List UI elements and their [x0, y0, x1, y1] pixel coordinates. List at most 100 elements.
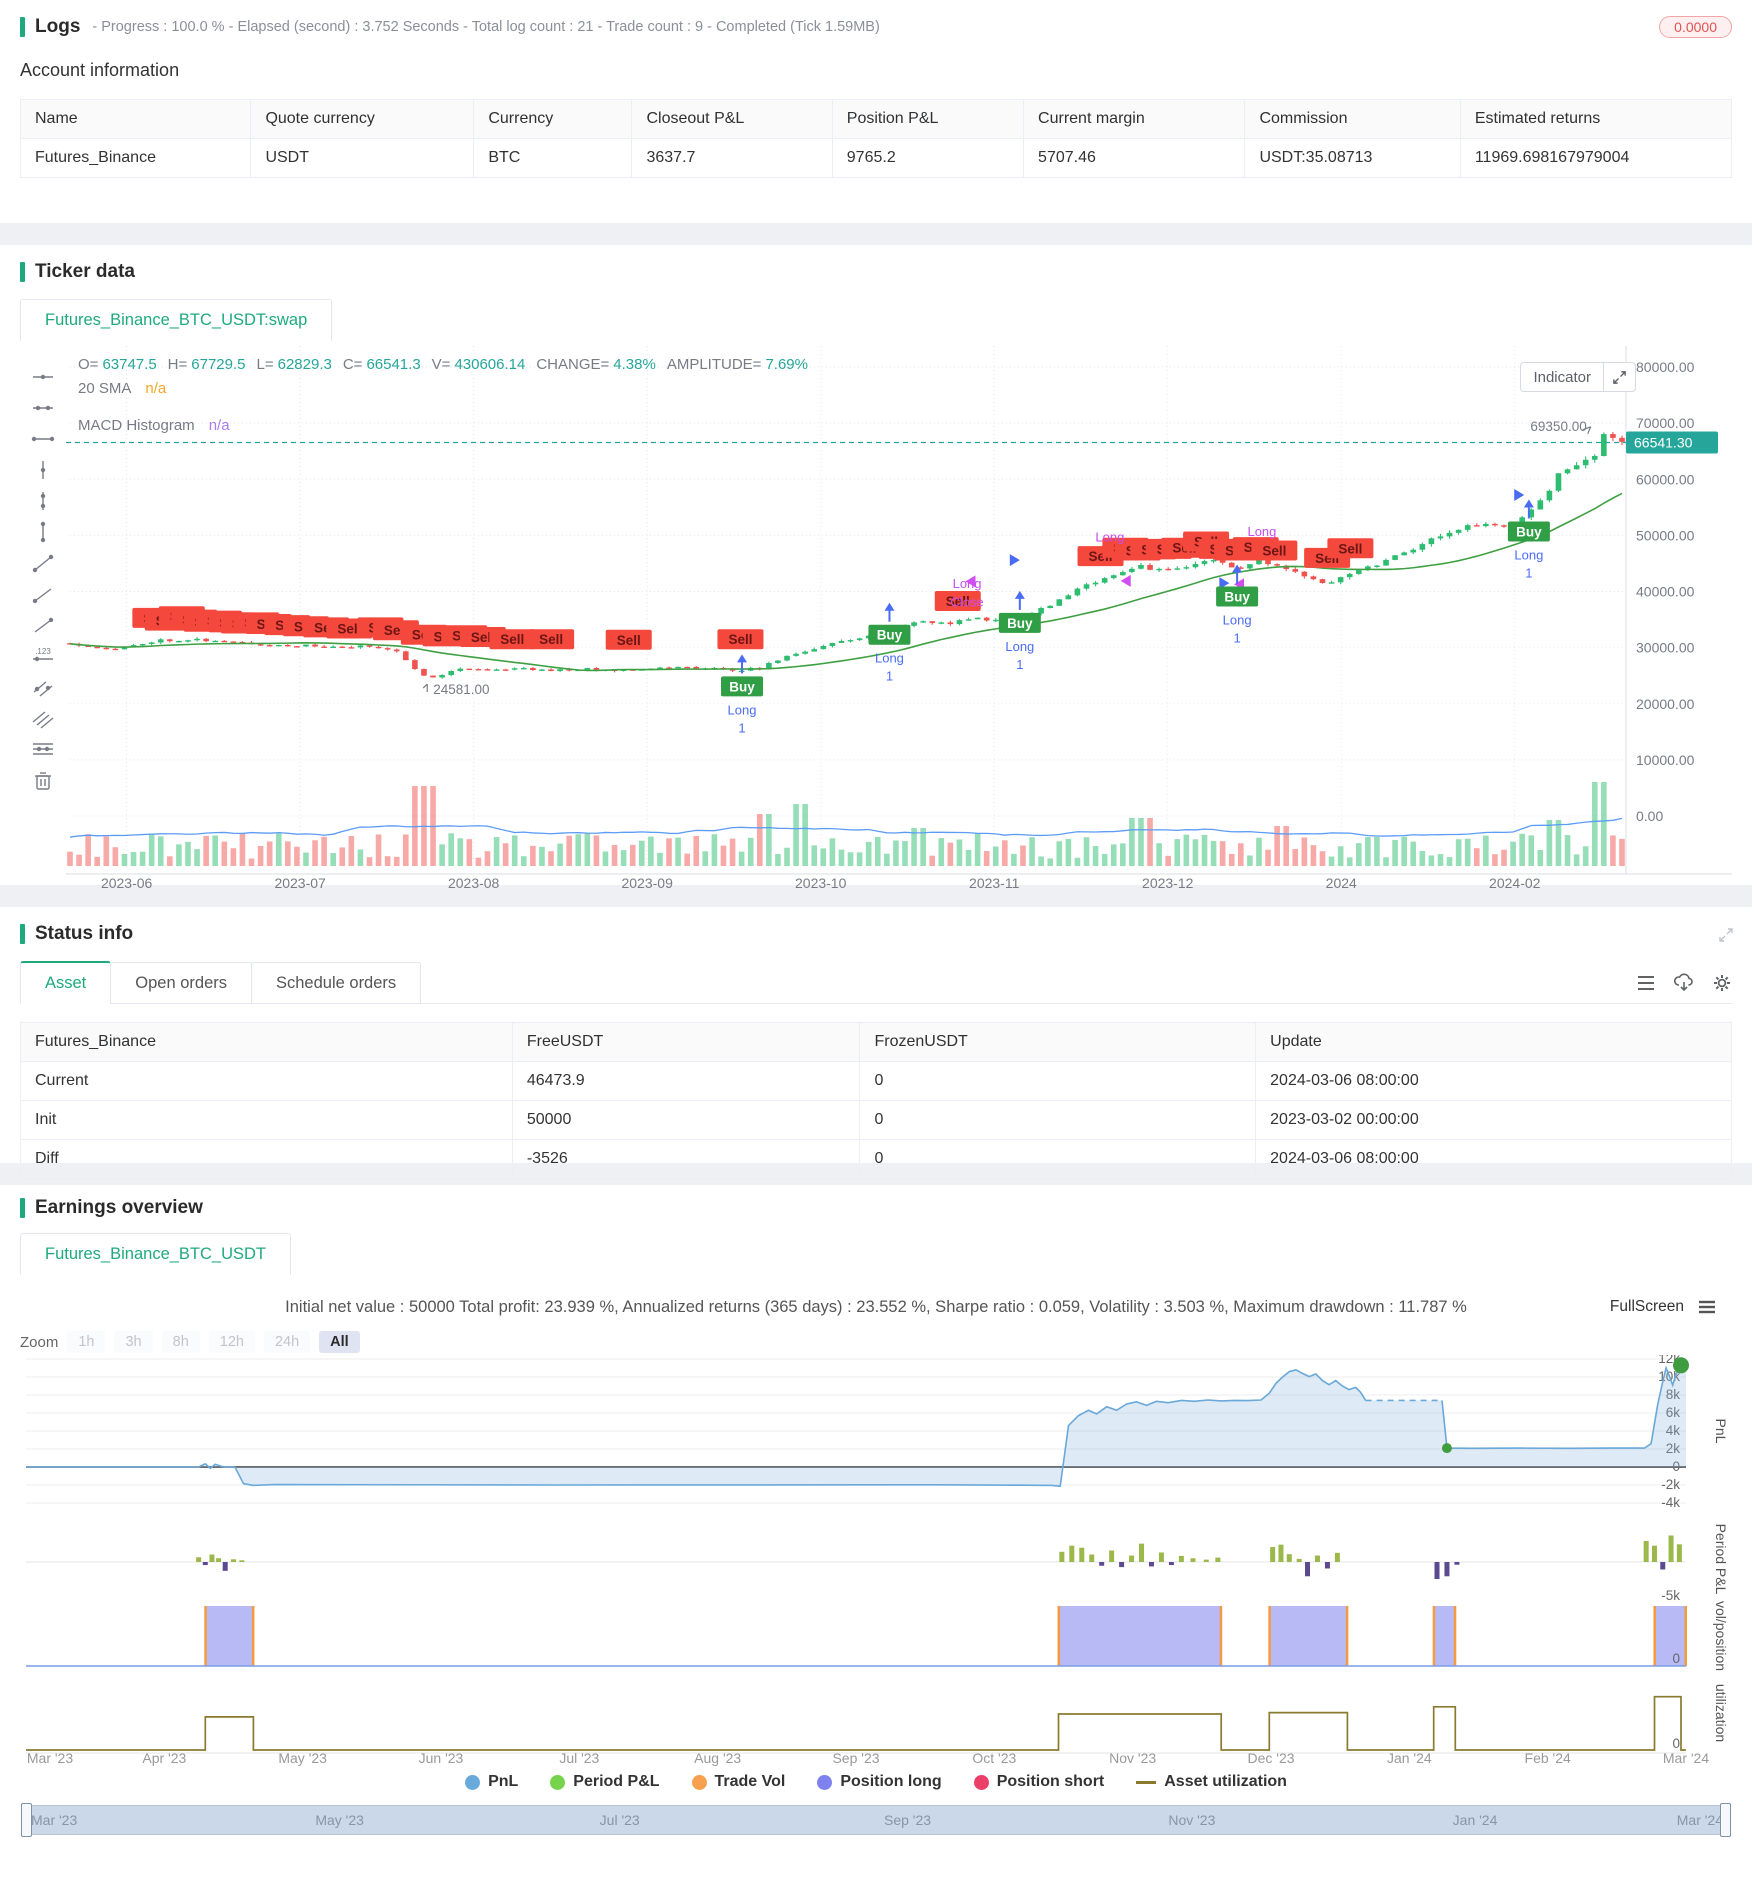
crosshair-line-icon[interactable] — [30, 366, 56, 388]
position-long-block — [205, 1606, 254, 1666]
arrow-line-icon[interactable] — [30, 614, 56, 636]
zoom-button-3h[interactable]: 3h — [114, 1331, 153, 1353]
tab-futures-binance-btc-usdt[interactable]: Futures_Binance_BTC_USDT — [20, 1233, 292, 1275]
buy-qty-label: 1 — [1233, 631, 1240, 646]
datazoom-label: Sep '23 — [884, 1812, 932, 1828]
period-pnl-bar — [239, 1560, 245, 1562]
vertical-dot-icon[interactable] — [30, 459, 56, 481]
status-row-label[interactable]: Current — [20, 1061, 513, 1101]
period-pnl-bar — [1296, 1558, 1302, 1562]
candlestick-svg[interactable]: 80000.00 70000.00 60000.00 50000.00 40000.00… — [66, 346, 1732, 891]
legend-label: PnL — [488, 1773, 519, 1790]
trade-markers: Sell Sell Sell Sell Sell Sell Sell SellSellSell… — [132, 488, 1550, 735]
buy-qty-label: 1 — [886, 669, 893, 684]
datazoom-slider[interactable]: Mar '23 May '23 Jul '23 Sep '23 Nov '23 Jan '… — [21, 1803, 1731, 1837]
trash-icon[interactable] — [30, 769, 56, 791]
vertical-range-icon[interactable] — [30, 521, 56, 543]
logs-section: Logs - Progress : 100.0 % - Elapsed (sec… — [0, 0, 1752, 223]
panel-axis-name: PnL — [1713, 1419, 1729, 1444]
period-pnl-bar — [1079, 1547, 1085, 1562]
legend-item-position-long[interactable]: Position long — [817, 1773, 942, 1791]
tab-asset[interactable]: Asset — [20, 961, 112, 1004]
long-entry-marker — [1009, 554, 1020, 567]
status-row-label: Init — [20, 1100, 513, 1140]
datazoom-label: Nov '23 — [1168, 1812, 1216, 1828]
buy-arrow-icon — [884, 602, 895, 611]
chart-fullscreen-icon[interactable] — [1604, 370, 1635, 385]
zoom-button-all[interactable]: All — [319, 1331, 360, 1353]
volume-series — [67, 782, 1625, 866]
section-expand-icon[interactable] — [1718, 927, 1734, 948]
vertical-two-dot-icon[interactable] — [30, 490, 56, 512]
status-row-diff: Diff -3526 0 2024-03-06 08:00:00 — [20, 1139, 1732, 1179]
account-col-header: Position P&L — [831, 99, 1025, 139]
account-cell: 9765.2 — [831, 138, 1025, 178]
legend-item-position-short[interactable]: Position short — [973, 1773, 1105, 1791]
buy-long-label: Long — [875, 651, 904, 666]
legend-label: Asset utilization — [1164, 1773, 1287, 1790]
account-cell: USDT:35.08713 — [1244, 138, 1461, 178]
earnings-x-label: Mar '24 — [1663, 1750, 1709, 1766]
account-col-header: Closeout P&L — [631, 99, 833, 139]
price-axis-label: 10000.00 — [1636, 752, 1695, 768]
long-entry-marker — [1219, 577, 1230, 590]
period-pnl-bar — [1314, 1555, 1320, 1562]
menu-icon[interactable] — [1636, 973, 1656, 993]
legend-item-asset-utilization[interactable]: Asset utilization — [1136, 1773, 1287, 1791]
panel-axis-name: Period P&L — [1713, 1524, 1729, 1595]
buy-flag — [1507, 521, 1550, 542]
period-pnl-bar — [1215, 1557, 1221, 1562]
long-entry-marker — [1514, 488, 1525, 501]
tab-futures-binance-btc-usdt-swap[interactable]: Futures_Binance_BTC_USDT:swap — [20, 299, 333, 341]
zoom-button-1h[interactable]: 1h — [67, 1331, 106, 1353]
price-label-123-icon[interactable]: .123 — [30, 645, 56, 667]
earnings-title: Earnings overview — [35, 1197, 203, 1218]
date-axis-label: 2023-09 — [621, 875, 673, 891]
drawing-toolbar: .123 — [20, 346, 66, 896]
indicator-button[interactable]: Indicator — [1533, 368, 1591, 386]
pnl-tick-label: -2k — [1661, 1477, 1680, 1492]
earnings-overview-section: Earnings overview Futures_Binance_BTC_US… — [0, 1185, 1752, 1837]
hatch-lines-icon[interactable] — [30, 707, 56, 729]
panel-axis-name: utilization — [1713, 1684, 1729, 1742]
account-cell: USDT — [250, 138, 475, 178]
position-long-block — [1654, 1606, 1686, 1666]
period-pnl-bar — [196, 1557, 202, 1562]
status-cell: 2024-03-06 08:00:00 — [1255, 1061, 1732, 1101]
account-cell: Futures_Binance — [19, 138, 252, 178]
two-dot-line-icon[interactable] — [30, 397, 56, 419]
legend-item-pnl[interactable]: PnL — [465, 1773, 518, 1791]
zoom-button-24h[interactable]: 24h — [263, 1331, 311, 1353]
legend-item-trade-vol[interactable]: Trade Vol — [691, 1773, 785, 1791]
zoom-button-8h[interactable]: 8h — [161, 1331, 200, 1353]
earnings-legend: PnL Period P&L Trade Vol Position long Posit… — [20, 1767, 1732, 1797]
dot-ends-line-icon[interactable] — [30, 428, 56, 450]
parallel-lines-icon[interactable] — [30, 676, 56, 698]
svg-text:Sell: Sell — [337, 622, 361, 637]
horizontal-rules-icon[interactable] — [30, 738, 56, 760]
earnings-x-label: Feb '24 — [1525, 1750, 1571, 1766]
trade-vol-bar — [1684, 1606, 1687, 1666]
gear-icon[interactable] — [1712, 973, 1732, 993]
chart-menu-icon[interactable] — [1698, 1299, 1716, 1315]
zoom-button-12h[interactable]: 12h — [208, 1331, 255, 1353]
pnl-tick-label: 2k — [1666, 1441, 1681, 1456]
cloud-download-icon[interactable] — [1674, 973, 1694, 993]
trend-line-icon[interactable] — [30, 552, 56, 574]
sell-flag — [605, 629, 652, 650]
earnings-header: Earnings overview — [20, 1185, 1732, 1219]
legend-item-period-p-l[interactable]: Period P&L — [550, 1773, 660, 1791]
status-table: Futures_Binance FreeUSDT FrozenUSDT Update C… — [20, 1022, 1732, 1179]
pnl-tick-label: 12k — [1658, 1355, 1680, 1366]
legend-label: Position short — [996, 1773, 1105, 1790]
tab-open-orders[interactable]: Open orders — [110, 962, 252, 1004]
datazoom-handle-left[interactable] — [21, 1803, 32, 1837]
datazoom-handle-right[interactable] — [1720, 1803, 1731, 1837]
period-pnl-bar — [1089, 1554, 1095, 1562]
tab-schedule-orders[interactable]: Schedule orders — [251, 962, 422, 1004]
earnings-stats-row: Initial net value : 50000 Total profit: … — [20, 1298, 1732, 1317]
pnl-tick-label: -4k — [1661, 1495, 1680, 1510]
fullscreen-button[interactable]: FullScreen — [1609, 1298, 1684, 1315]
ray-line-icon[interactable] — [30, 583, 56, 605]
